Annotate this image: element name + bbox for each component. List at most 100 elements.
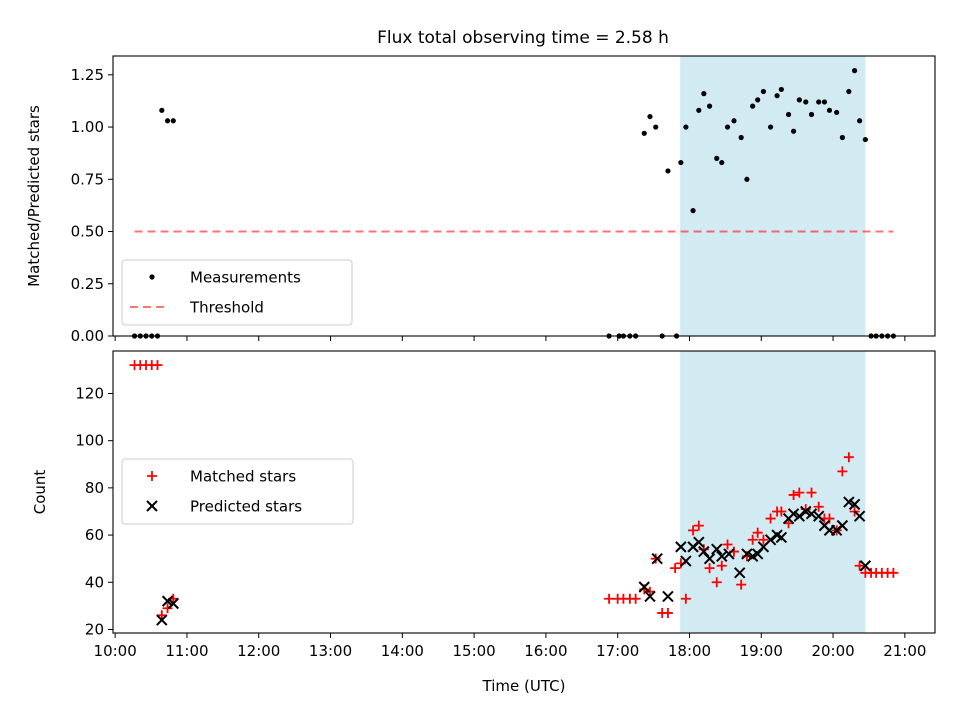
matched-stars-point (854, 560, 865, 571)
matched-stars-point (765, 513, 776, 524)
y-tick-label: 0.25 (71, 275, 104, 293)
matched-stars-point (843, 452, 854, 463)
measurements-point (641, 130, 647, 136)
legend-key (147, 471, 157, 481)
axes-frame (112, 55, 936, 337)
predicted-stars-point (711, 543, 723, 555)
y-tick-label: 0.00 (71, 327, 104, 345)
predicted-stars-point (703, 552, 716, 565)
highlighted-span (680, 351, 866, 633)
x-axis-label: Time (UTC) (482, 677, 566, 695)
y-tick-label: 40 (85, 573, 104, 591)
measurements-point (678, 159, 684, 166)
predicted-stars-point (723, 548, 735, 560)
matched-stars-point (837, 466, 848, 477)
predicted-stars-point (848, 498, 861, 511)
matched-stars-point (813, 501, 824, 512)
count-panel: 10:00 11:00 12:00 13:00 14:00 15:00 16:00 17:00… (31, 350, 936, 695)
matched-stars-point (722, 539, 733, 550)
measurements-point (796, 97, 802, 103)
legend-box (121, 259, 353, 326)
x-tick-label: 19:00 (740, 642, 783, 660)
measurements-point (701, 91, 707, 97)
legend-label: Measurements (190, 269, 301, 287)
matched-stars-point (716, 560, 727, 571)
x-tick-label: 15:00 (452, 642, 495, 660)
legend-label: Predicted stars (190, 498, 302, 516)
y-axis-label: Count (31, 470, 49, 515)
x-tick-label: 11:00 (165, 642, 208, 660)
predicted-stars-point (843, 496, 855, 508)
matched-stars-point (788, 489, 799, 500)
matched-stars-point (693, 520, 704, 531)
measurements-point (706, 103, 713, 109)
y-tick-label: 0.75 (71, 170, 104, 188)
measurements-point (808, 111, 815, 118)
y-tick-label: 100 (75, 432, 104, 450)
matched-stars-point (752, 527, 763, 538)
matched-stars-point (604, 593, 615, 604)
measurements-point (778, 86, 784, 93)
measurements-point (696, 107, 702, 113)
x-tick-label: 18:00 (668, 642, 711, 660)
matched-stars-point (776, 506, 787, 517)
measurements-point (790, 128, 797, 134)
measurements-point (647, 113, 653, 120)
predicted-stars-point (853, 510, 866, 522)
measurements-point (170, 118, 176, 124)
measurements-point (760, 88, 767, 95)
measurements-point (857, 118, 863, 124)
measurements-point (803, 99, 809, 105)
measurements-point (738, 134, 744, 141)
predicted-stars-point (680, 555, 692, 567)
y-tick-label: 60 (85, 526, 104, 544)
predicted-stars-point (651, 552, 663, 565)
measurements-point (862, 136, 868, 143)
x-tick-label: 16:00 (524, 642, 567, 660)
measurements-point (683, 124, 689, 130)
predicted-stars-point (644, 590, 656, 603)
matched-stars-point (680, 593, 691, 604)
measurements-point (744, 176, 750, 182)
y-tick-label: 120 (75, 384, 104, 402)
measurements-point (826, 107, 833, 113)
measurements-point (774, 93, 780, 99)
figure-title: Flux total observing time = 2.58 h (377, 28, 669, 48)
matched-stars-point (736, 579, 747, 590)
predicted-stars-point (775, 531, 788, 544)
measurements-point (821, 99, 828, 105)
measurements-point (755, 97, 761, 103)
matched-stars-point (806, 487, 817, 498)
predicted-stars-point (693, 536, 705, 548)
matched-stars-point (688, 525, 699, 536)
predicted-stars-point (741, 548, 753, 560)
y-tick-label: 80 (85, 479, 104, 497)
x-tick-label: 17:00 (596, 642, 639, 660)
matched-stars-point (662, 607, 673, 618)
legend: Matched stars Predicted stars (121, 458, 354, 525)
matched-stars-point (162, 603, 173, 614)
matched-stars-point (630, 593, 641, 604)
predicted-stars-point (812, 510, 825, 522)
measurements-point (731, 118, 737, 124)
measurements-point (839, 134, 845, 141)
matched-stars-point (758, 534, 769, 545)
legend-key (149, 274, 155, 280)
measurements-point (785, 111, 792, 118)
matched-stars-point (747, 534, 758, 545)
measurements-point (159, 107, 165, 113)
measurements-point (690, 208, 696, 214)
x-tick-label: 21:00 (883, 642, 926, 660)
measurements-point (750, 103, 756, 109)
predicted-stars-point (859, 560, 872, 572)
predicted-stars-point (167, 597, 180, 610)
legend-box (121, 458, 354, 525)
predicted-stars-point (734, 567, 746, 579)
y-tick-label: 0.50 (71, 223, 104, 241)
predicted-stars-point (156, 614, 168, 626)
y-axis-label: Matched/Predicted stars (25, 105, 43, 287)
predicted-stars-point (638, 581, 650, 593)
y-tick-label: 1.00 (71, 118, 104, 136)
matched-stars-point (650, 553, 661, 564)
